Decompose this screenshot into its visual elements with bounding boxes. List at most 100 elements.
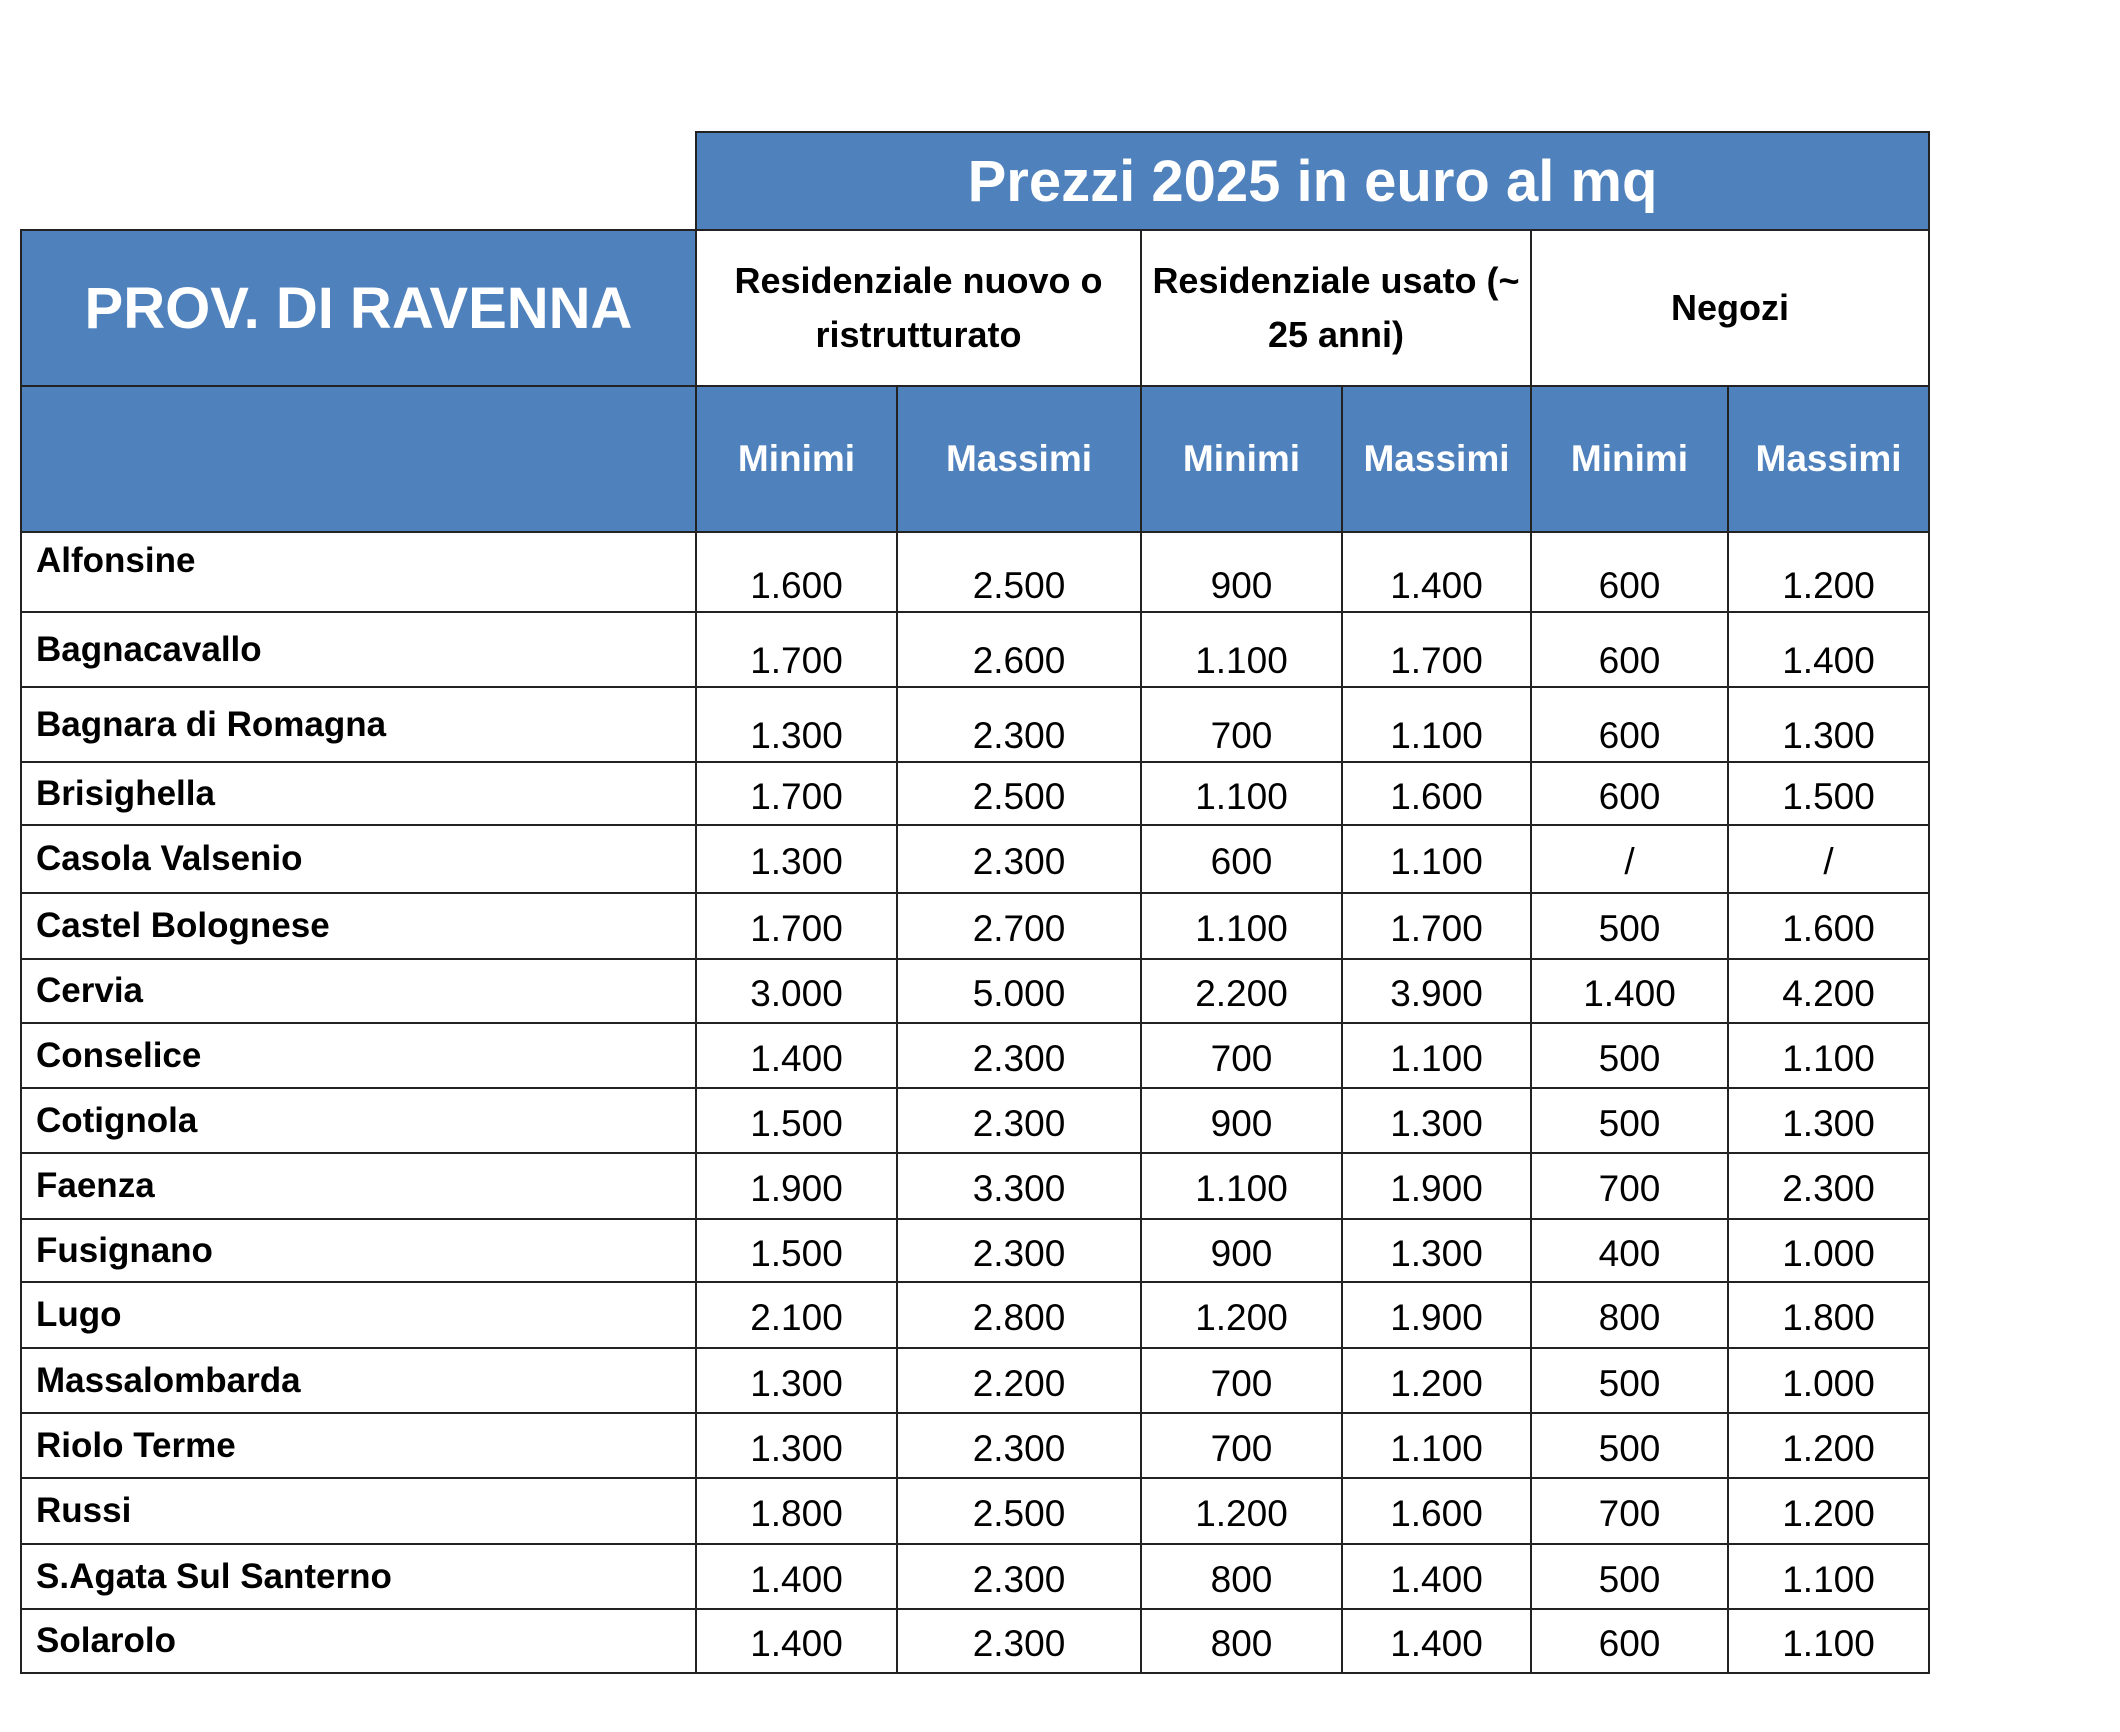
price-cell: 800 [1140,1608,1343,1674]
municipality-name: Alfonsine [20,531,697,613]
price-cell: 1.700 [695,611,898,688]
table-row: Bagnara di Romagna 1.300 2.300 700 1.100 600 1… [20,686,1931,763]
price-cell: 1.600 [1726,892,1931,960]
municipality-name: Russi [20,1477,697,1545]
municipality-name: Bagnacavallo [20,611,697,688]
price-cell: 1.700 [695,892,898,960]
price-cell: 500 [1530,1412,1729,1479]
subheader-row: Minimi Massimi Minimi Massimi Minimi Mas… [20,385,1931,533]
price-cell: 1.700 [1341,611,1532,688]
price-cell: 1.200 [1341,1347,1532,1414]
price-cell: 1.300 [695,686,898,763]
subheader-min: Minimi [1140,385,1343,533]
price-cell: 1.700 [695,761,898,826]
price-cell: 900 [1140,531,1343,613]
price-cell: 1.400 [695,1608,898,1674]
price-cell: 1.600 [695,531,898,613]
price-cell: 1.600 [1341,761,1532,826]
price-cell: 1.400 [1341,531,1532,613]
group-header-row: PROV. DI RAVENNA Residenziale nuovo o ri… [20,229,1931,387]
price-cell: 1.900 [1341,1152,1532,1220]
price-cell: 2.500 [896,761,1142,826]
price-cell: 500 [1530,1087,1729,1154]
price-cell: 1.300 [1726,686,1931,763]
price-cell: 1.100 [1726,1543,1931,1610]
price-cell: 1.300 [1726,1087,1931,1154]
price-cell: 1.700 [1341,892,1532,960]
table-row: Lugo 2.100 2.800 1.200 1.900 800 1.800 [20,1281,1931,1349]
price-cell: 2.300 [896,1218,1142,1283]
price-cell: 2.700 [896,892,1142,960]
municipality-name: Lugo [20,1281,697,1349]
subheader-min: Minimi [1530,385,1729,533]
price-cell: 700 [1140,686,1343,763]
price-cell: 1.800 [1726,1281,1931,1349]
municipality-name: Fusignano [20,1218,697,1283]
group-header-shops: Negozi [1529,229,1931,387]
price-cell: 500 [1530,1022,1729,1089]
price-cell: 1.100 [1140,761,1343,826]
price-cell: 1.400 [1341,1543,1532,1610]
price-cell: 2.500 [896,1477,1142,1545]
price-cell: 1.500 [1726,761,1931,826]
price-cell: 700 [1530,1152,1729,1220]
subheader-max: Massimi [1726,385,1931,533]
price-cell: 600 [1530,611,1729,688]
price-cell: 1.100 [1341,824,1532,894]
price-cell: 1.200 [1726,1412,1931,1479]
price-cell: 1.200 [1726,1477,1931,1545]
municipality-name: Conselice [20,1022,697,1089]
table-row: Fusignano 1.500 2.300 900 1.300 400 1.000 [20,1218,1931,1283]
price-cell: 600 [1530,531,1729,613]
price-cell: 500 [1530,1347,1729,1414]
title-row: Prezzi 2025 in euro al mq [21,131,1931,231]
group-header-new: Residenziale nuovo o ristrutturato [695,229,1142,387]
municipality-name: Solarolo [20,1608,697,1674]
price-cell: 600 [1140,824,1343,894]
table-title: Prezzi 2025 in euro al mq [694,131,1931,231]
price-cell: 4.200 [1726,958,1931,1024]
price-cell: 2.300 [896,1608,1142,1674]
price-cell: 700 [1530,1477,1729,1545]
price-cell: 2.200 [1140,958,1343,1024]
table-row: Conselice 1.400 2.300 700 1.100 500 1.100 [20,1022,1931,1089]
price-cell: 1.900 [695,1152,898,1220]
price-cell: 2.300 [1726,1152,1931,1220]
table-row: Russi 1.800 2.500 1.200 1.600 700 1.200 [20,1477,1931,1545]
price-cell: 800 [1530,1281,1729,1349]
price-cell: 2.600 [896,611,1142,688]
price-cell: 600 [1530,1608,1729,1674]
price-cell: 1.100 [1341,1022,1532,1089]
price-cell: 500 [1530,1543,1729,1610]
price-cell: 1.400 [1341,1608,1532,1674]
table-row: Faenza 1.900 3.300 1.100 1.900 700 2.300 [20,1152,1931,1220]
price-cell: / [1726,824,1931,894]
price-cell: 1.600 [1341,1477,1532,1545]
price-cell: 3.900 [1341,958,1532,1024]
price-cell: 1.100 [1726,1022,1931,1089]
price-cell: 1.300 [1341,1087,1532,1154]
price-cell: 1.500 [695,1087,898,1154]
price-cell: 1.100 [1341,686,1532,763]
subheader-min: Minimi [695,385,898,533]
price-cell: 1.100 [1140,1152,1343,1220]
price-cell: 1.100 [1140,892,1343,960]
price-cell: 2.100 [695,1281,898,1349]
price-cell: 600 [1530,686,1729,763]
price-cell: 800 [1140,1543,1343,1610]
price-cell: 700 [1140,1412,1343,1479]
municipality-name: Casola Valsenio [20,824,697,894]
table-row: Cotignola 1.500 2.300 900 1.300 500 1.300 [20,1087,1931,1154]
table-row: Solarolo 1.400 2.300 800 1.400 600 1.100 [20,1608,1931,1674]
price-cell: 2.300 [896,1022,1142,1089]
subheader-empty [20,385,697,533]
price-cell: 1.300 [695,1412,898,1479]
price-cell: 600 [1530,761,1729,826]
price-cell: 2.300 [896,686,1142,763]
price-cell: 900 [1140,1087,1343,1154]
municipality-name: S.Agata Sul Santerno [20,1543,697,1610]
price-cell: 1.300 [1341,1218,1532,1283]
price-cell: 1.200 [1140,1477,1343,1545]
group-header-used: Residenziale usato (~ 25 anni) [1140,229,1532,387]
price-cell: 1.800 [695,1477,898,1545]
